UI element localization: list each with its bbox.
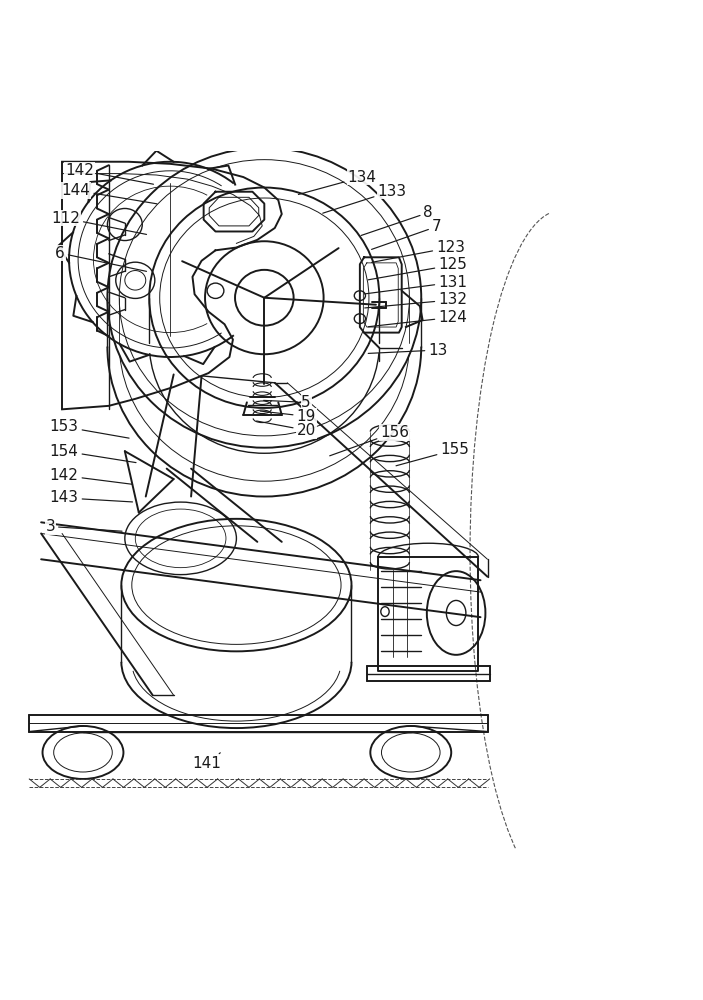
Text: 134: 134: [298, 170, 377, 194]
Text: 142: 142: [50, 468, 133, 484]
Text: 156: 156: [330, 425, 409, 456]
Text: 133: 133: [323, 184, 406, 213]
Text: 19: 19: [260, 409, 316, 424]
Text: 143: 143: [50, 490, 133, 505]
Text: 7: 7: [372, 219, 441, 249]
Text: 132: 132: [365, 292, 467, 308]
Text: 6: 6: [55, 246, 146, 271]
Text: 125: 125: [368, 257, 467, 280]
Text: 112: 112: [51, 211, 146, 234]
Text: 154: 154: [50, 444, 136, 463]
Text: 153: 153: [50, 419, 129, 438]
Text: 131: 131: [365, 275, 467, 294]
Text: 3: 3: [45, 519, 122, 534]
Text: 13: 13: [368, 343, 448, 358]
Text: 20: 20: [257, 421, 316, 438]
Text: 144: 144: [62, 183, 157, 204]
Text: 123: 123: [372, 240, 465, 262]
Text: 155: 155: [396, 442, 469, 466]
Text: 5: 5: [264, 395, 311, 410]
Text: 142: 142: [65, 163, 153, 184]
Text: 8: 8: [361, 205, 433, 235]
Text: 141: 141: [192, 753, 221, 771]
Text: 124: 124: [368, 310, 467, 327]
